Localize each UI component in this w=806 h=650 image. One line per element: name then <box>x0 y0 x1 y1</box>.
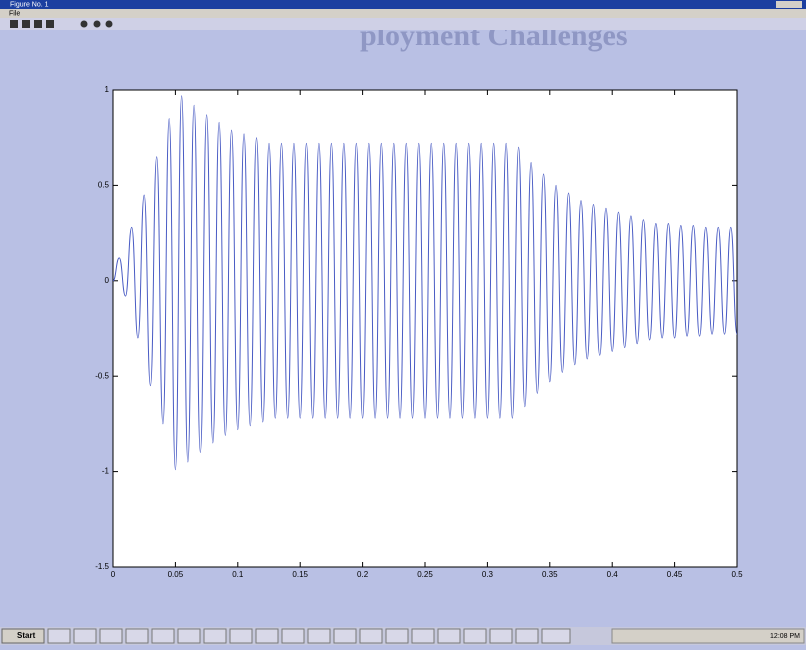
x-tick-label: 0 <box>111 570 116 579</box>
y-tick-label: -1 <box>102 467 110 476</box>
clock: 12:08 PM <box>770 633 800 640</box>
y-tick-label: -1.5 <box>95 562 109 571</box>
toolbar <box>0 18 806 30</box>
y-tick-label: 0.5 <box>98 181 110 190</box>
axes <box>113 90 737 567</box>
taskbar-buttons[interactable] <box>48 629 570 643</box>
page: {"window": {"title": "Figure No. 1", "me… <box>0 0 806 645</box>
window-title: Figure No. 1 <box>10 1 49 8</box>
title-bar <box>0 0 806 9</box>
x-tick-label: 0.4 <box>607 570 619 579</box>
x-tick-label: 0.15 <box>292 570 308 579</box>
x-tick-label: 0.1 <box>232 570 244 579</box>
x-tick-label: 0.5 <box>731 570 743 579</box>
menu-bar <box>0 9 806 18</box>
x-tick-label: 0.2 <box>357 570 369 579</box>
y-tick-label: -0.5 <box>95 371 109 380</box>
y-tick-label: 1 <box>105 85 110 94</box>
menu-item[interactable]: File <box>9 10 20 17</box>
window-controls[interactable] <box>776 1 802 8</box>
x-tick-label: 0.25 <box>417 570 433 579</box>
x-tick-label: 0.35 <box>542 570 558 579</box>
x-tick-label: 0.3 <box>482 570 494 579</box>
screen: ployment Challenges Figure No. 1 File -1… <box>0 0 806 645</box>
x-tick-label: 0.05 <box>168 570 184 579</box>
y-tick-label: 0 <box>105 276 110 285</box>
x-tick-label: 0.45 <box>667 570 683 579</box>
start-label: Start <box>17 631 36 640</box>
